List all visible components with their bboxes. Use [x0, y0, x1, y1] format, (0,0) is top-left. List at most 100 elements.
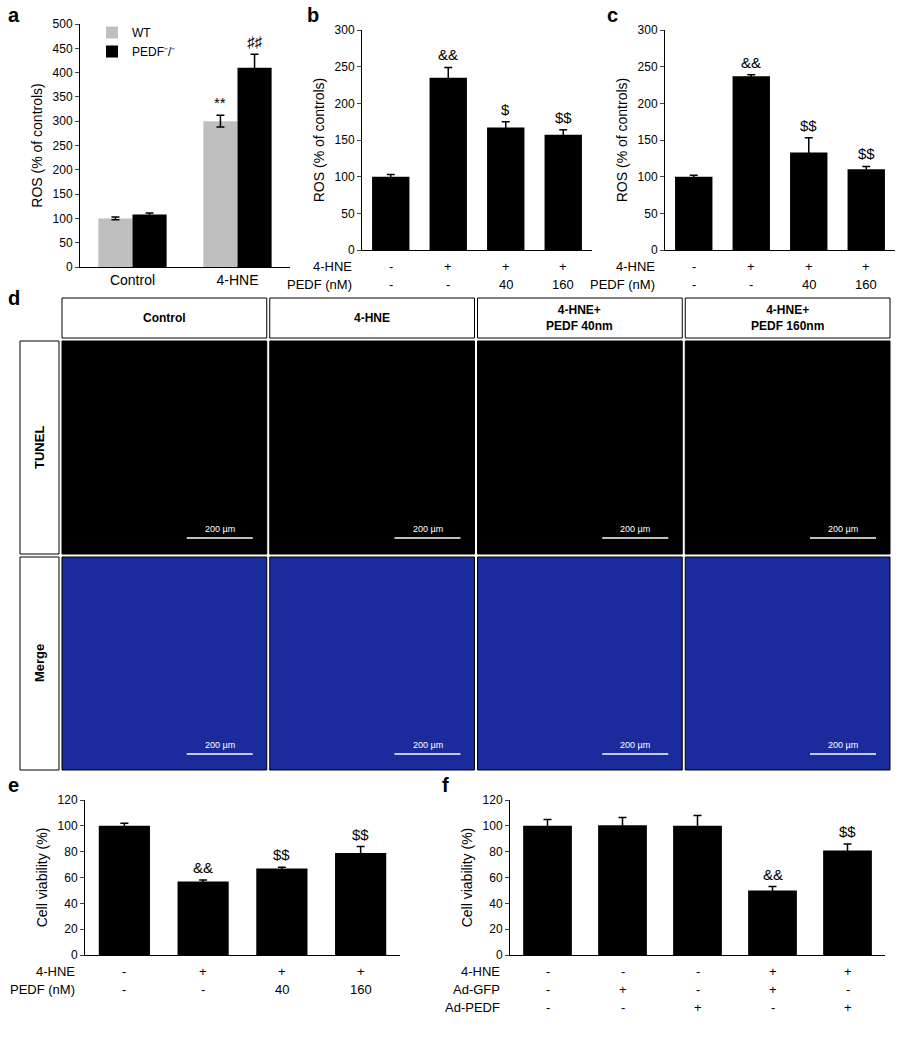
- svg-text:200: 200: [638, 97, 658, 111]
- svg-text:200 µm: 200 µm: [620, 524, 650, 534]
- svg-text:Control: Control: [110, 272, 155, 288]
- svg-text:+: +: [862, 259, 870, 274]
- svg-text:+: +: [769, 964, 777, 979]
- svg-text:4-HNE: 4-HNE: [354, 311, 390, 325]
- svg-text:+: +: [444, 259, 452, 274]
- svg-text:40: 40: [499, 277, 513, 292]
- svg-text:150: 150: [638, 133, 658, 147]
- svg-text:+: +: [747, 259, 755, 274]
- svg-text:-: -: [771, 1000, 775, 1015]
- svg-text:160: 160: [855, 277, 877, 292]
- svg-text:20: 20: [64, 922, 78, 936]
- svg-text:d: d: [8, 287, 20, 309]
- svg-text:120: 120: [483, 793, 503, 807]
- svg-text:♯♯: ♯♯: [247, 33, 263, 50]
- svg-text:-: -: [749, 277, 753, 292]
- svg-text:0: 0: [651, 243, 658, 257]
- svg-text:c: c: [607, 4, 618, 26]
- svg-text:$$: $$: [839, 823, 856, 840]
- svg-text:+: +: [278, 964, 286, 979]
- svg-text:200 µm: 200 µm: [205, 524, 235, 534]
- svg-text:PEDF (nM): PEDF (nM): [590, 277, 655, 292]
- svg-text:ROS (% of controls): ROS (% of controls): [311, 78, 327, 202]
- svg-text:+: +: [559, 259, 567, 274]
- svg-text:500: 500: [53, 17, 73, 31]
- svg-text:&&: &&: [763, 866, 783, 883]
- svg-text:-: -: [122, 964, 126, 979]
- svg-text:60: 60: [64, 871, 78, 885]
- svg-text:250: 250: [335, 60, 355, 74]
- svg-text:200 µm: 200 µm: [828, 524, 858, 534]
- svg-text:100: 100: [58, 819, 78, 833]
- svg-text:Control: Control: [143, 311, 186, 325]
- svg-text:+: +: [844, 964, 852, 979]
- svg-text:20: 20: [489, 922, 503, 936]
- svg-text:f: f: [442, 774, 449, 796]
- svg-text:+: +: [769, 982, 777, 997]
- svg-text:+: +: [619, 982, 627, 997]
- svg-text:WT: WT: [132, 26, 151, 40]
- svg-text:$$: $$: [858, 145, 875, 162]
- svg-text:40: 40: [802, 277, 816, 292]
- svg-text:4-HNE: 4-HNE: [36, 964, 75, 979]
- svg-text:-: -: [122, 982, 126, 997]
- svg-text:120: 120: [58, 793, 78, 807]
- svg-text:4-HNE+PEDF 160nm: 4-HNE+PEDF 160nm: [751, 303, 824, 333]
- svg-text:40: 40: [64, 897, 78, 911]
- svg-text:+: +: [844, 1000, 852, 1015]
- svg-text:-: -: [621, 1000, 625, 1015]
- svg-text:Cell viability (%): Cell viability (%): [34, 828, 50, 928]
- svg-text:+: +: [502, 259, 510, 274]
- svg-text:$: $: [501, 101, 510, 118]
- svg-text:300: 300: [53, 114, 73, 128]
- svg-text:50: 50: [341, 207, 355, 221]
- svg-text:0: 0: [71, 948, 78, 962]
- svg-text:300: 300: [638, 23, 658, 37]
- svg-text:100: 100: [53, 212, 73, 226]
- svg-text:-: -: [546, 982, 550, 997]
- svg-text:80: 80: [64, 845, 78, 859]
- svg-text:0: 0: [348, 243, 355, 257]
- svg-text:200 µm: 200 µm: [620, 740, 650, 750]
- svg-text:-: -: [696, 982, 700, 997]
- svg-text:PEDF (nM): PEDF (nM): [287, 277, 352, 292]
- svg-text:-: -: [446, 277, 450, 292]
- svg-text:0: 0: [496, 948, 503, 962]
- svg-text:-: -: [546, 1000, 550, 1015]
- svg-text:$$: $$: [273, 846, 290, 863]
- svg-text:100: 100: [638, 170, 658, 184]
- svg-text:-: -: [389, 277, 393, 292]
- svg-text:250: 250: [638, 60, 658, 74]
- svg-text:-: -: [692, 259, 696, 274]
- svg-text:+: +: [694, 1000, 702, 1015]
- svg-text:160: 160: [350, 982, 372, 997]
- svg-text:80: 80: [489, 845, 503, 859]
- svg-text:&&: &&: [741, 54, 761, 71]
- svg-text:400: 400: [53, 66, 73, 80]
- svg-text:Ad-PEDF: Ad-PEDF: [445, 1000, 500, 1015]
- svg-text:$$: $$: [800, 117, 817, 134]
- svg-text:PEDF (nM): PEDF (nM): [10, 982, 75, 997]
- svg-text:4-HNE: 4-HNE: [216, 272, 258, 288]
- svg-text:100: 100: [335, 170, 355, 184]
- svg-text:200: 200: [53, 163, 73, 177]
- svg-text:ROS (% of controls): ROS (% of controls): [614, 78, 630, 202]
- svg-text:Ad-GFP: Ad-GFP: [453, 982, 500, 997]
- svg-text:+: +: [357, 964, 365, 979]
- svg-text:4-HNE: 4-HNE: [461, 964, 500, 979]
- svg-text:-: -: [692, 277, 696, 292]
- svg-text:160: 160: [552, 277, 574, 292]
- svg-text:300: 300: [335, 23, 355, 37]
- svg-text:200 µm: 200 µm: [413, 524, 443, 534]
- svg-text:0: 0: [66, 260, 73, 274]
- svg-text:-: -: [846, 982, 850, 997]
- svg-text:60: 60: [489, 871, 503, 885]
- svg-text:50: 50: [644, 207, 658, 221]
- svg-text:Merge: Merge: [32, 644, 47, 682]
- svg-text:&&: &&: [438, 46, 458, 63]
- svg-text:-: -: [546, 964, 550, 979]
- svg-text:350: 350: [53, 90, 73, 104]
- svg-text:+: +: [199, 964, 207, 979]
- svg-text:200 µm: 200 µm: [205, 740, 235, 750]
- svg-text:Cell viability (%): Cell viability (%): [459, 828, 475, 928]
